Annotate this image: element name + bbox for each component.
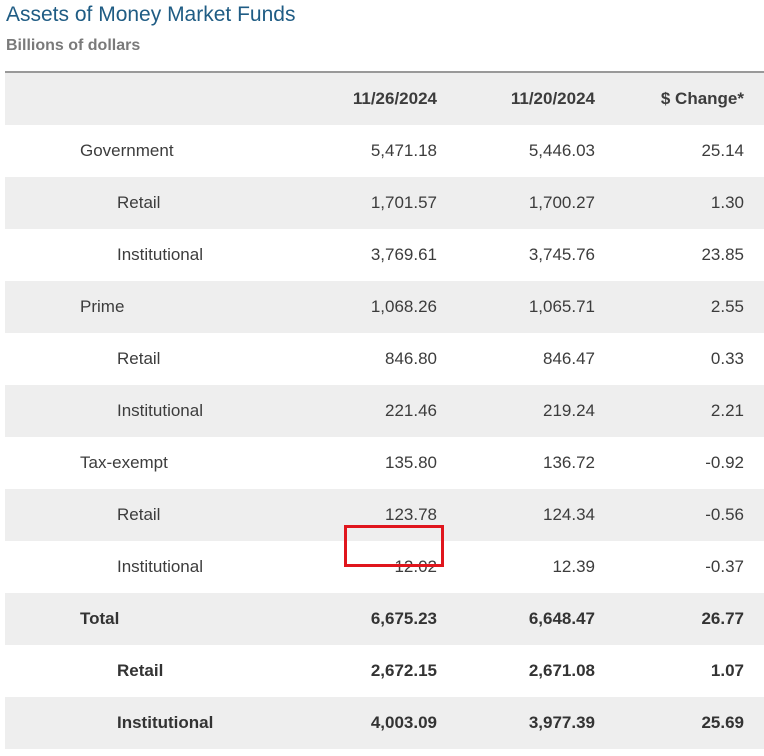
table-row-total: Total 6,675.23 6,648.47 26.77	[5, 593, 764, 645]
row-value-current: 221.46	[385, 401, 437, 420]
row-value-current: 6,675.23	[370, 609, 437, 628]
row-value-change: 25.14	[701, 141, 744, 160]
table-row-prime-retail: Retail 846.80 846.47 0.33	[5, 333, 764, 385]
row-label: Government	[80, 141, 174, 160]
row-label: Tax-exempt	[80, 453, 168, 472]
row-value-previous: 12.39	[552, 557, 595, 576]
table-row-total-retail: Retail 2,672.15 2,671.08 1.07	[5, 645, 764, 697]
row-value-change: 23.85	[701, 245, 744, 264]
row-value-previous: 3,977.39	[528, 713, 595, 732]
header-date-current: 11/26/2024	[352, 89, 437, 108]
page-title: Assets of Money Market Funds	[6, 3, 296, 26]
row-value-change: 1.07	[710, 661, 744, 680]
row-value-change: 2.55	[710, 297, 744, 316]
row-value-current: 4,003.09	[370, 713, 437, 732]
row-value-previous: 124.34	[543, 505, 595, 524]
row-label: Retail	[117, 505, 161, 524]
table-row-government: Government 5,471.18 5,446.03 25.14	[5, 125, 764, 177]
table-row-government-institutional: Institutional 3,769.61 3,745.76 23.85	[5, 229, 764, 281]
row-value-change: -0.37	[705, 557, 744, 576]
table-row-prime-institutional: Institutional 221.46 219.24 2.21	[5, 385, 764, 437]
row-value-change: 25.69	[701, 713, 744, 732]
table-row-total-institutional: Institutional 4,003.09 3,977.39 25.69	[5, 697, 764, 749]
row-value-previous: 1,700.27	[528, 193, 595, 212]
row-label: Institutional	[117, 401, 203, 420]
row-label: Institutional	[117, 557, 203, 576]
row-label: Retail	[117, 661, 164, 680]
page-subtitle: Billions of dollars	[6, 37, 141, 54]
row-value-change: -0.56	[705, 505, 744, 524]
row-value-current: 135.80	[385, 453, 437, 472]
row-value-change: 1.30	[710, 193, 744, 212]
table-row-tax-exempt-retail: Retail 123.78 124.34 -0.56	[5, 489, 764, 541]
assets-table: 11/26/2024 11/20/2024 $ Change* Governme…	[5, 71, 764, 749]
row-value-previous: 6,648.47	[528, 609, 595, 628]
table-row-government-retail: Retail 1,701.57 1,700.27 1.30	[5, 177, 764, 229]
row-value-previous: 5,446.03	[528, 141, 595, 160]
row-value-current: 1,701.57	[370, 193, 437, 212]
row-value-previous: 3,745.76	[528, 245, 595, 264]
table-row-prime: Prime 1,068.26 1,065.71 2.55	[5, 281, 764, 333]
row-label: Retail	[117, 349, 161, 368]
row-value-previous: 1,065.71	[528, 297, 595, 316]
row-value-previous: 846.47	[543, 349, 595, 368]
row-value-current: 846.80	[385, 349, 437, 368]
total-value-highlight-box	[344, 525, 444, 567]
row-value-change: 2.21	[710, 401, 744, 420]
row-value-current: 1,068.26	[370, 297, 437, 316]
row-value-current: 123.78	[385, 505, 437, 524]
row-value-previous: 136.72	[543, 453, 595, 472]
row-value-change: 0.33	[710, 349, 744, 368]
header-date-previous: 11/20/2024	[510, 89, 595, 108]
row-value-change: -0.92	[705, 453, 744, 472]
table-row-tax-exempt: Tax-exempt 135.80 136.72 -0.92	[5, 437, 764, 489]
row-value-current: 5,471.18	[370, 141, 437, 160]
table-header-row: 11/26/2024 11/20/2024 $ Change*	[5, 73, 764, 125]
table-row-tax-exempt-institutional: Institutional 12.02 12.39 -0.37	[5, 541, 764, 593]
row-label: Prime	[80, 297, 125, 316]
row-value-current: 3,769.61	[370, 245, 437, 264]
row-label: Total	[80, 609, 120, 628]
header-change: $ Change*	[660, 89, 744, 108]
row-label: Institutional	[117, 245, 203, 264]
row-value-current: 2,672.15	[370, 661, 437, 680]
row-label: Institutional	[117, 713, 214, 732]
row-value-previous: 2,671.08	[528, 661, 595, 680]
row-value-change: 26.77	[701, 609, 744, 628]
row-label: Retail	[117, 193, 161, 212]
row-value-previous: 219.24	[543, 401, 595, 420]
